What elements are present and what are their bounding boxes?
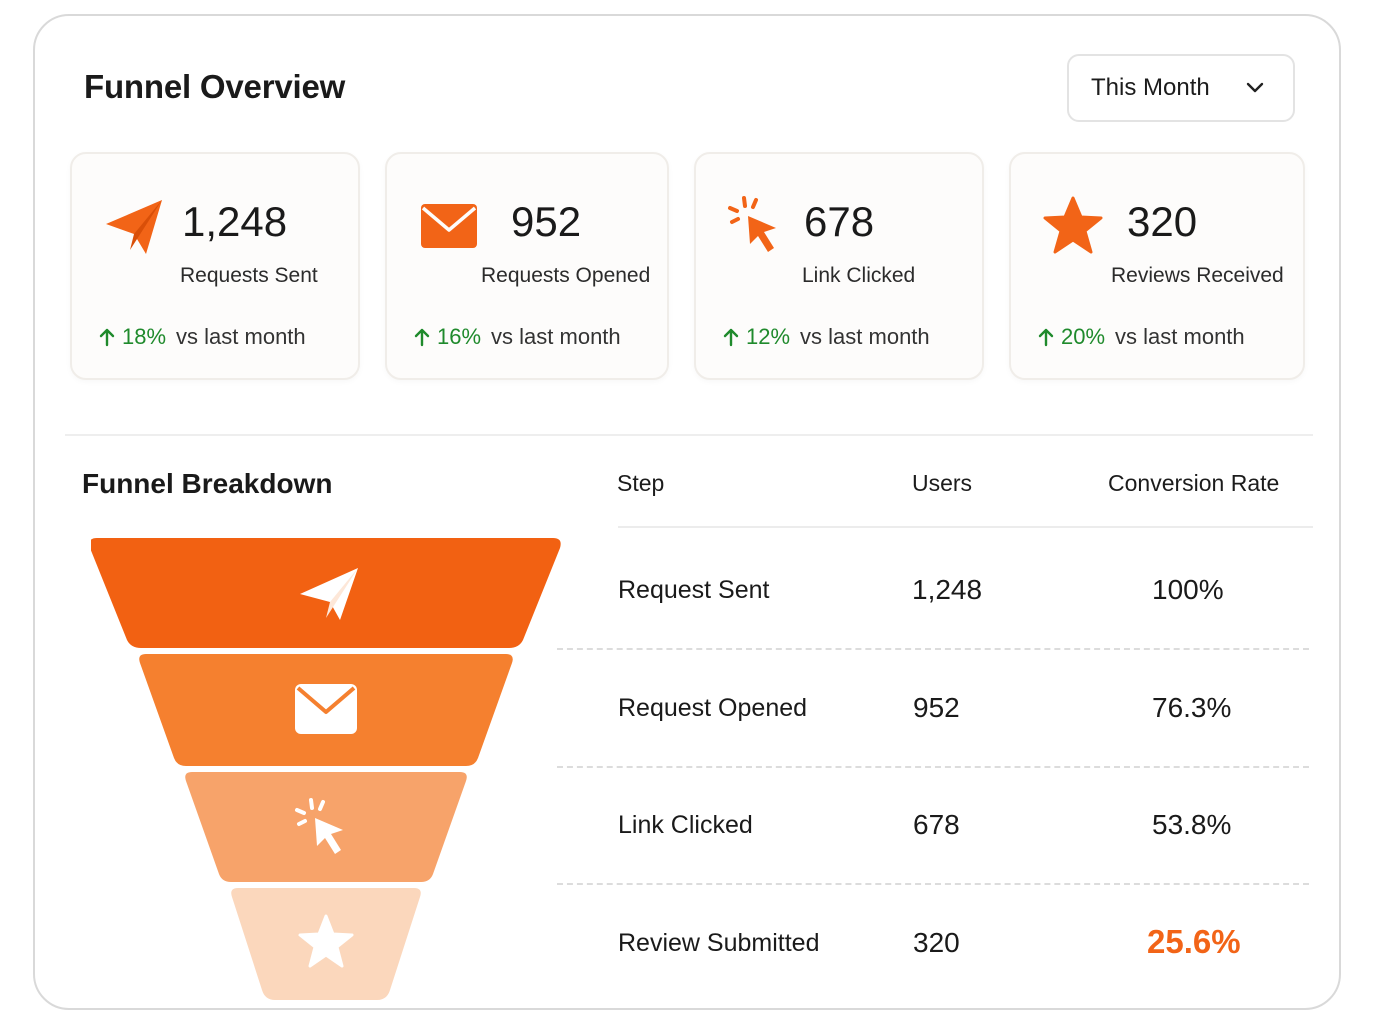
arrow-up-icon [414, 328, 430, 347]
envelope-icon [295, 684, 357, 734]
kpi-delta-text: vs last month [176, 324, 306, 349]
kpi-label: Requests Sent [180, 264, 318, 287]
kpi-delta-text: vs last month [491, 324, 621, 349]
kpi-value: 952 [511, 198, 582, 245]
table-row-users: 320 [913, 927, 960, 958]
kpi-value: 320 [1127, 198, 1198, 245]
table-row-rate-highlight: 25.6% [1147, 923, 1241, 960]
kpi-delta-percent: 20% [1061, 324, 1106, 349]
row-divider [557, 766, 1309, 768]
star-icon [1043, 196, 1103, 254]
kpi-delta-text: vs last month [800, 324, 930, 349]
table-row-step: Request Sent [618, 576, 770, 604]
section-divider [65, 434, 1313, 436]
envelope-icon [421, 204, 477, 248]
kpi-delta: 16% vs last month [413, 324, 621, 350]
table-row-rate: 76.3% [1152, 692, 1232, 723]
kpi-card-requests-sent: 1,248 Requests Sent 18% vs last month [70, 152, 360, 380]
row-divider [557, 883, 1309, 885]
arrow-up-icon [99, 328, 115, 347]
arrow-up-icon [1038, 328, 1054, 347]
kpi-label: Requests Opened [481, 264, 651, 287]
star-icon [298, 914, 354, 968]
breakdown-title: Funnel Breakdown [82, 468, 333, 499]
table-row-users: 1,248 [912, 574, 983, 605]
column-header-users: Users [912, 470, 973, 496]
paper-plane-icon [300, 568, 358, 620]
arrow-up-icon [723, 328, 739, 347]
paper-plane-icon [106, 200, 162, 254]
kpi-delta: 20% vs last month [1037, 324, 1245, 350]
kpi-delta-percent: 16% [437, 324, 482, 349]
cursor-click-icon [728, 196, 776, 252]
kpi-delta: 18% vs last month [98, 324, 306, 350]
kpi-value: 1,248 [182, 198, 288, 245]
kpi-card-reviews-received: 320 Reviews Received 20% vs last month [1009, 152, 1305, 380]
table-row-users: 952 [913, 692, 960, 723]
table-row-step: Request Opened [618, 694, 808, 722]
kpi-delta-text: vs last month [1115, 324, 1245, 349]
kpi-delta: 12% vs last month [722, 324, 930, 350]
table-row-users: 678 [913, 809, 960, 840]
kpi-label: Reviews Received [1111, 264, 1284, 287]
funnel-overview-panel: Funnel Overview This Month 1,248 Request… [33, 14, 1341, 1010]
kpi-card-requests-opened: 952 Requests Opened 16% vs last month [385, 152, 669, 380]
table-header-divider [618, 526, 1313, 528]
table-row-rate: 100% [1152, 574, 1224, 605]
table-row-rate: 53.8% [1152, 809, 1232, 840]
table-row-step: Review Submitted [618, 929, 820, 957]
kpi-delta-percent: 12% [746, 324, 791, 349]
column-header-step: Step [617, 470, 665, 496]
kpi-label: Link Clicked [802, 264, 916, 287]
row-divider [557, 648, 1309, 650]
page-title: Funnel Overview [84, 68, 346, 105]
cursor-click-icon [295, 798, 343, 854]
period-dropdown[interactable]: This Month [1067, 54, 1295, 122]
kpi-value: 678 [804, 198, 875, 245]
chevron-down-icon [1246, 82, 1264, 93]
column-header-conversion-rate: Conversion Rate [1108, 470, 1280, 496]
period-dropdown-value: This Month [1091, 74, 1210, 101]
kpi-card-link-clicked: 678 Link Clicked 12% vs last month [694, 152, 984, 380]
kpi-delta-percent: 18% [122, 324, 167, 349]
table-row-step: Link Clicked [618, 811, 753, 839]
funnel-graphic [91, 538, 561, 1000]
